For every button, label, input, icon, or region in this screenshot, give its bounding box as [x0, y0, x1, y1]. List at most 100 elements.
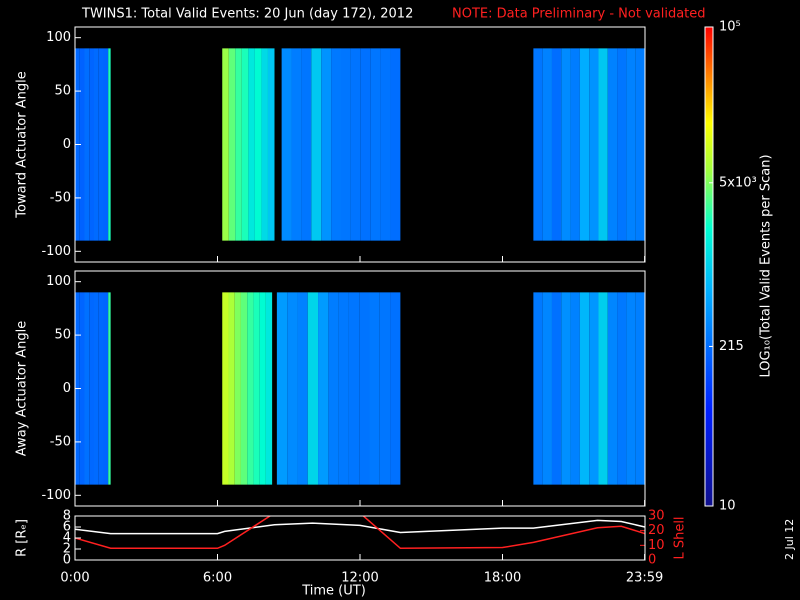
heat-strip: [360, 48, 371, 241]
heat-strip: [253, 292, 260, 485]
y-tick-label: 50: [54, 84, 71, 99]
heat-strip: [103, 48, 109, 241]
heat-strip: [328, 292, 339, 485]
heat-strip: [542, 292, 552, 485]
y-tick-label: 4: [63, 531, 71, 546]
heat-strip: [533, 292, 543, 485]
heat-strip: [234, 292, 241, 485]
heat-strip: [589, 292, 599, 485]
heat-strip: [390, 48, 401, 241]
series-line: [75, 519, 645, 535]
heat-strip: [311, 48, 322, 241]
panel-frame: [74, 515, 646, 561]
heat-strip: [235, 48, 242, 241]
heat-strip: [228, 292, 235, 485]
y-axis-label: Away Actuator Angle: [15, 321, 30, 456]
heat-strip: [551, 292, 562, 485]
y2-tick-label: 10: [648, 538, 665, 553]
heat-strip: [617, 48, 627, 241]
heat-strip: [370, 48, 381, 241]
heat-strip: [276, 292, 288, 485]
heat-strip: [108, 292, 111, 485]
y-axis-label: Toward Actuator Angle: [15, 71, 30, 218]
heat-strip: [626, 292, 636, 485]
heat-strip: [318, 292, 329, 485]
heat-strip: [287, 292, 298, 485]
heat-strip: [542, 48, 552, 241]
heat-strip: [570, 48, 580, 241]
heat-strip: [241, 48, 249, 241]
heat-strip: [589, 48, 599, 241]
colorbar-tick-label: 10: [719, 499, 736, 514]
heat-strip: [98, 292, 104, 485]
heat-strip: [89, 48, 94, 241]
y-tick-label: 2: [63, 542, 71, 557]
heat-strip: [254, 48, 262, 241]
x-tick-label: 18:00: [484, 571, 521, 586]
chart-title: TWINS1: Total Valid Events: 20 Jun (day …: [81, 7, 413, 22]
y-tick-label: 0: [63, 553, 71, 568]
heat-strip: [635, 48, 645, 241]
y-tick-label: 50: [54, 328, 71, 343]
heat-strip: [338, 292, 349, 485]
colorbar-tick-label: 10⁵: [719, 20, 741, 35]
x-axis-label: Time (UT): [301, 584, 366, 599]
date-stamp: 2 Jul 12: [783, 519, 796, 560]
heat-strip: [79, 48, 85, 241]
heat-strip: [108, 48, 111, 241]
heat-strip: [350, 48, 361, 241]
heat-strip: [598, 48, 608, 241]
heat-strip: [369, 292, 380, 485]
heat-strip: [579, 292, 590, 485]
heat-strip: [259, 292, 266, 485]
heat-strip: [561, 48, 571, 241]
colorbar: [704, 26, 714, 507]
heat-strip: [261, 48, 268, 241]
heat-strip: [247, 292, 254, 485]
heat-strip: [607, 48, 618, 241]
heat-strip: [359, 292, 370, 485]
heat-strip: [635, 292, 645, 485]
y-tick-label: 0: [63, 381, 71, 396]
colorbar-tick-label: 215: [719, 339, 744, 354]
heat-strip: [380, 48, 391, 241]
heat-strip: [281, 48, 292, 241]
heat-strip: [89, 292, 94, 485]
heat-strip: [84, 292, 90, 485]
y2-tick-label: 0: [648, 553, 656, 568]
heat-strip: [301, 48, 312, 241]
series-line: [75, 516, 645, 550]
y-tick-label: -50: [50, 434, 71, 449]
colorbar-label: LOG₁₀(Total Valid Events per Scan): [759, 154, 774, 377]
heat-strip: [570, 292, 580, 485]
heat-strip: [551, 48, 562, 241]
colorbar-tick-label: 5x10³: [719, 175, 757, 190]
y-tick-label: -100: [41, 488, 71, 503]
x-tick-label: 0:00: [60, 571, 89, 586]
heat-strip: [297, 292, 308, 485]
y-tick-label: 8: [63, 509, 71, 524]
heat-strip: [341, 48, 351, 241]
heat-strip: [98, 48, 104, 241]
heat-strip: [222, 292, 229, 485]
x-tick-label: 6:00: [203, 571, 232, 586]
heat-strip: [598, 292, 608, 485]
y-tick-label: 0: [63, 137, 71, 152]
heat-strip: [94, 48, 99, 241]
heat-strip: [579, 48, 590, 241]
heat-strip: [291, 48, 302, 241]
y2-tick-label: 20: [648, 523, 665, 538]
y-tick-label: 6: [63, 520, 71, 535]
heat-strip: [331, 48, 341, 241]
heat-strip: [84, 48, 90, 241]
heat-strip: [379, 292, 391, 485]
x-tick-label: 23:59: [626, 571, 663, 586]
heat-strip: [561, 292, 571, 485]
heat-strip: [390, 292, 401, 485]
heat-strip: [222, 48, 229, 241]
heat-strip: [607, 292, 618, 485]
heat-strip: [94, 292, 99, 485]
y-tick-label: 100: [46, 274, 71, 289]
heat-strip: [265, 292, 273, 485]
